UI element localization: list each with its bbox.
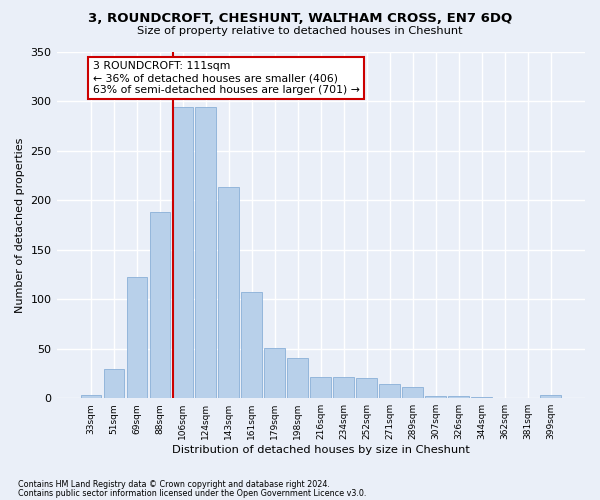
Bar <box>425 396 446 398</box>
Bar <box>173 107 193 398</box>
Bar <box>241 292 262 398</box>
Y-axis label: Number of detached properties: Number of detached properties <box>15 137 25 312</box>
Bar <box>265 348 285 398</box>
Bar <box>218 187 239 398</box>
Bar <box>287 358 308 398</box>
Bar <box>310 378 331 398</box>
Bar <box>104 370 124 398</box>
Bar <box>448 396 469 398</box>
Text: Size of property relative to detached houses in Cheshunt: Size of property relative to detached ho… <box>137 26 463 36</box>
Bar <box>80 395 101 398</box>
Bar <box>196 107 216 398</box>
Bar <box>356 378 377 398</box>
X-axis label: Distribution of detached houses by size in Cheshunt: Distribution of detached houses by size … <box>172 445 470 455</box>
Bar <box>379 384 400 398</box>
Bar <box>127 278 147 398</box>
Bar <box>403 388 423 398</box>
Text: 3, ROUNDCROFT, CHESHUNT, WALTHAM CROSS, EN7 6DQ: 3, ROUNDCROFT, CHESHUNT, WALTHAM CROSS, … <box>88 12 512 26</box>
Bar <box>334 378 354 398</box>
Bar <box>472 397 492 398</box>
Bar <box>540 395 561 398</box>
Text: 3 ROUNDCROFT: 111sqm
← 36% of detached houses are smaller (406)
63% of semi-deta: 3 ROUNDCROFT: 111sqm ← 36% of detached h… <box>93 62 359 94</box>
Text: Contains HM Land Registry data © Crown copyright and database right 2024.: Contains HM Land Registry data © Crown c… <box>18 480 330 489</box>
Text: Contains public sector information licensed under the Open Government Licence v3: Contains public sector information licen… <box>18 488 367 498</box>
Bar <box>149 212 170 398</box>
